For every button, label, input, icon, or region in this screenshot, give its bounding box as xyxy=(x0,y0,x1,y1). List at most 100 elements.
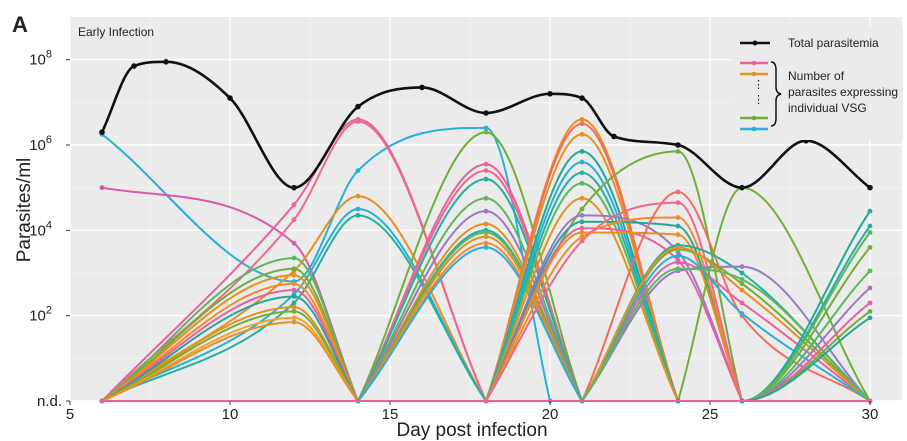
vsg-series-point xyxy=(675,259,681,265)
vsg-series-line-10 xyxy=(101,282,359,402)
vsg-series-point xyxy=(483,161,489,167)
vsg-series-line-45 xyxy=(581,190,871,402)
vsg-series-point xyxy=(483,234,489,240)
vsg-series-point xyxy=(355,193,361,199)
vsg-series-point xyxy=(355,213,361,218)
vsg-series-point xyxy=(579,159,585,165)
x-tick-label: 5 xyxy=(66,406,74,423)
vsg-series-point xyxy=(579,195,585,201)
vsg-series-point xyxy=(867,285,873,291)
vsg-series-line-15 xyxy=(101,316,359,402)
vsg-series-point xyxy=(291,240,297,246)
vsg-series-point xyxy=(867,208,873,214)
legend-vsg-keys xyxy=(740,60,768,132)
y-axis-label: Parasites/ml xyxy=(14,158,35,263)
vsg-series-point xyxy=(483,240,489,246)
panel-letter: A xyxy=(12,12,28,37)
x-tick-label: 30 xyxy=(862,406,879,423)
vsg-series-point xyxy=(291,202,297,208)
total-parasitemia-layer xyxy=(99,59,873,191)
vsg-series-line-41 xyxy=(485,231,743,402)
vsg-series-line-50 xyxy=(581,246,871,402)
vsg-series-point xyxy=(291,272,297,278)
vsg-series-point xyxy=(867,245,873,250)
legend-background xyxy=(733,26,903,140)
vsg-series-line-11 xyxy=(101,289,359,402)
vsg-series-point xyxy=(579,234,585,240)
vsg-series-point xyxy=(579,170,585,176)
total-parasitemia-point xyxy=(291,184,297,191)
vsg-series-point xyxy=(675,266,681,272)
vsg-series-point xyxy=(99,398,105,404)
legend-vsg-label-line-1: Number of xyxy=(788,69,845,83)
vsg-series-point xyxy=(483,125,489,131)
vsg-series-point xyxy=(579,117,585,122)
vsg-series-point xyxy=(579,225,585,231)
total-parasitemia-point xyxy=(739,184,745,191)
vsg-series-line-6 xyxy=(101,214,487,402)
total-parasitemia-point xyxy=(419,84,425,91)
vsg-series-line-12 xyxy=(101,295,359,402)
vsg-series-point xyxy=(579,219,585,225)
vsg-series-point xyxy=(739,311,745,316)
vsg-series-line-38 xyxy=(485,214,743,402)
legend: Total parasitemia ⋮ ⋮ Number of parasite… xyxy=(733,26,903,140)
vsg-series-point xyxy=(675,245,681,250)
vsg-series-point xyxy=(355,206,361,212)
vsg-series-point xyxy=(483,195,489,201)
total-parasitemia-line xyxy=(100,60,871,190)
vsg-series-point xyxy=(675,223,681,229)
legend-vsg-dots-2: ⋮ xyxy=(753,94,764,106)
vsg-series-point xyxy=(675,232,681,238)
vsg-series-line-47 xyxy=(581,265,871,402)
vsg-series-point xyxy=(579,131,585,137)
vsg-series-point xyxy=(739,270,745,276)
legend-total-label: Total parasitemia xyxy=(788,36,879,50)
vsg-series-line-14 xyxy=(101,310,359,402)
x-axis-label: Day post infection xyxy=(396,420,547,441)
vsg-series-point xyxy=(291,294,297,299)
vsg-series-point xyxy=(291,287,297,293)
vsg-series-point xyxy=(739,264,745,269)
vsg-series-point xyxy=(867,315,873,321)
vsg-series-point xyxy=(579,149,585,154)
total-parasitemia-point xyxy=(611,133,617,140)
vsg-series-point xyxy=(355,119,361,124)
vsg-series-point xyxy=(579,121,585,127)
legend-vsg-label-line-2: parasites expressing xyxy=(788,85,898,99)
vsg-series-point xyxy=(675,253,681,259)
vsg-series-point xyxy=(579,230,585,235)
x-tick-label: 10 xyxy=(222,406,239,423)
legend-total-key-dot xyxy=(752,40,758,46)
vsg-series-line-16 xyxy=(101,321,359,402)
total-parasitemia-point xyxy=(227,95,233,101)
total-parasitemia-point xyxy=(131,63,137,69)
vsg-series-line-39 xyxy=(485,220,743,402)
vsg-series-point xyxy=(739,300,745,306)
total-parasitemia-point xyxy=(99,129,105,135)
vsg-series-point xyxy=(291,319,297,325)
vsg-series-point xyxy=(291,255,297,261)
total-parasitemia-point xyxy=(483,110,489,116)
vsg-series-point xyxy=(291,309,297,314)
total-parasitemia-point xyxy=(547,91,553,97)
vsg-series-point xyxy=(739,287,745,293)
vsg-series-point xyxy=(483,221,489,227)
vsg-series-point xyxy=(867,309,873,314)
vsg-series-point xyxy=(99,185,105,191)
vsg-series-point xyxy=(483,230,489,235)
vsg-series-point xyxy=(867,230,873,235)
vsg-series-point xyxy=(483,176,489,182)
vsg-series-point xyxy=(867,268,873,274)
legend-brace xyxy=(770,61,782,127)
vsg-series-point xyxy=(675,189,681,195)
x-tick-label: 20 xyxy=(542,406,559,423)
total-parasitemia-point xyxy=(163,59,169,65)
legend-vsg-key-dot xyxy=(751,126,757,132)
vsg-series-point xyxy=(291,217,297,223)
vsg-series-point xyxy=(739,277,745,282)
vsg-series-point xyxy=(291,281,297,287)
vsg-series-point xyxy=(579,181,585,186)
